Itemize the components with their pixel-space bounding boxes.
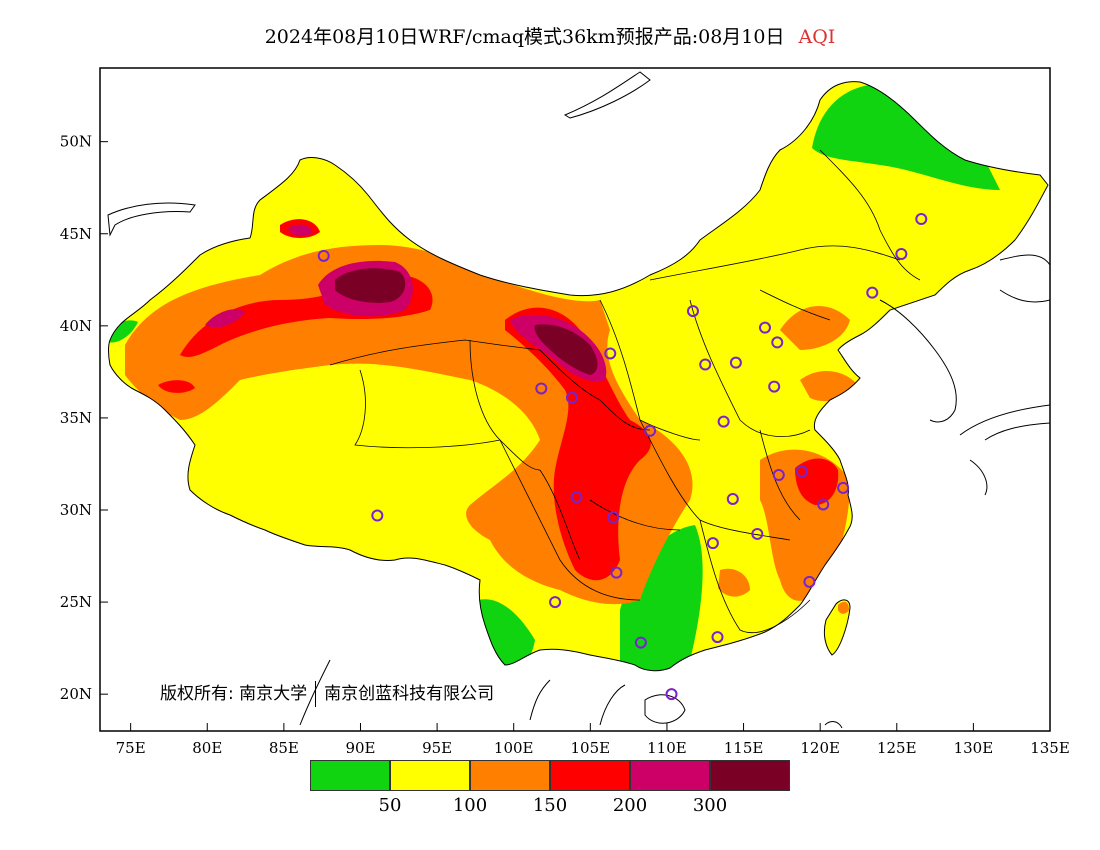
legend-label: 150 [532,795,568,816]
city-marker [634,636,647,649]
city-marker [759,321,771,334]
aqi-zone-magenta-north [288,224,313,237]
aqi-zone-red-west [158,380,195,393]
y-tick-label: 50N [60,133,92,151]
x-tick-label: 135E [1030,739,1070,757]
aqi-zone-orange-bohai [780,306,850,350]
city-marker [866,286,879,299]
china-border [108,81,1049,672]
x-tick-label: 130E [954,739,994,757]
aqi-zone-darkred-xinjiang [335,268,406,303]
legend-swatch [470,760,550,791]
aqi-zone-green-south [620,525,703,671]
aqi-zone-magenta-west [205,309,245,328]
city-marker [665,688,678,701]
southeast-asia-coast [299,659,626,726]
aqi-zone-green-hainan [645,695,685,723]
city-marker [717,415,730,428]
philippines-coast [824,721,843,729]
x-tick-label: 110E [647,739,687,757]
city-marker [729,356,742,369]
legend-label: 50 [378,795,402,816]
balkhash-lake [107,202,196,237]
city-marker [317,249,330,262]
taiwan-island [823,599,851,656]
city-marker [772,469,785,482]
x-tick-label: 75E [116,739,146,757]
legend-swatch [710,760,790,791]
city-marker [686,305,699,318]
city-marker [565,391,578,404]
city-marker [570,491,583,504]
legend-label: 200 [612,795,648,816]
city-marker [549,596,562,609]
copyright-left: 版权所有: 南京大学 [160,684,308,704]
legend-swatch [550,760,630,791]
x-axis: 75E 80E 85E 90E 95E 100E 105E 110E 115E 120E 125E 1… [116,723,1070,757]
x-tick-label: 120E [800,739,840,757]
hainan-outline [644,694,686,724]
x-tick-label: 115E [724,739,764,757]
x-tick-label: 80E [192,739,222,757]
legend-swatch [390,760,470,791]
title-main: 2024年08月10日WRF/cmaq模式36km预报产品:08月10日 [264,26,785,48]
city-marker [751,527,764,540]
title-variable: AQI [798,26,836,48]
city-marker [706,537,719,550]
city-marker [768,380,781,393]
x-tick-label: 105E [571,739,611,757]
city-marker [915,213,928,226]
copyright-separator [315,681,317,707]
city-marker [817,498,830,511]
province-borders [329,149,921,634]
legend-swatch [310,760,390,791]
city-marker [607,511,620,524]
city-marker [837,481,850,494]
city-marker [795,465,808,478]
city-marker [895,248,908,261]
city-marker [644,424,657,437]
y-tick-label: 30N [60,501,92,519]
city-marker [726,492,739,505]
japan-north-coast [999,254,1050,303]
city-markers [317,213,928,701]
map-title: 2024年08月10日WRF/cmaq模式36km预报产品:08月10日 AQI [0,22,1100,49]
copyright-right: 南京创蓝科技有限公司 [324,684,495,704]
city-marker [699,358,712,371]
y-axis: 50N 45N 40N 35N 30N 25N 20N [60,133,108,703]
x-tick-label: 100E [494,739,534,757]
x-tick-label: 95E [422,739,452,757]
y-tick-label: 20N [60,685,92,703]
city-marker [803,575,816,588]
legend-label: 300 [692,795,728,816]
city-marker [711,631,724,644]
x-tick-label: 125E [877,739,917,757]
y-tick-label: 45N [60,225,92,243]
city-marker [771,336,784,349]
russia-lake [563,71,651,119]
city-marker [604,347,617,360]
legend-label: 100 [452,795,488,816]
x-tick-label: 90E [345,739,375,757]
city-marker [371,509,384,522]
y-tick-label: 25N [60,593,92,611]
taiwan-orange [838,601,849,614]
y-tick-label: 35N [60,409,92,427]
map-frame [99,67,1051,732]
city-marker [610,566,623,579]
copyright-notice: 版权所有: 南京大学 南京创蓝科技有限公司 [160,679,494,707]
aqi-zone-darkred-gansu [534,324,598,375]
y-tick-label: 40N [60,317,92,335]
aqi-zone-green-northeast [812,84,1000,190]
legend-swatch [630,760,710,791]
x-tick-label: 85E [269,739,299,757]
aqi-zone-orange-guangdong [718,568,750,597]
japan-coast [959,404,1050,496]
korea-coast [879,299,957,423]
city-marker [535,382,548,395]
